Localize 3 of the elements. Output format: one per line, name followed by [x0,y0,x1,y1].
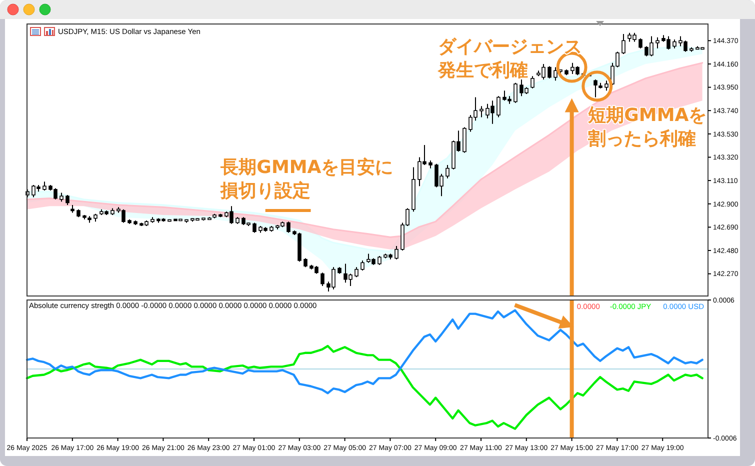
annotation: 短期GMMAを割ったら利確 [587,105,707,150]
annotation: ダイバージェンス発生で利確 [436,36,582,81]
annotation: 長期GMMAを目安に損切り設定 [220,157,394,202]
